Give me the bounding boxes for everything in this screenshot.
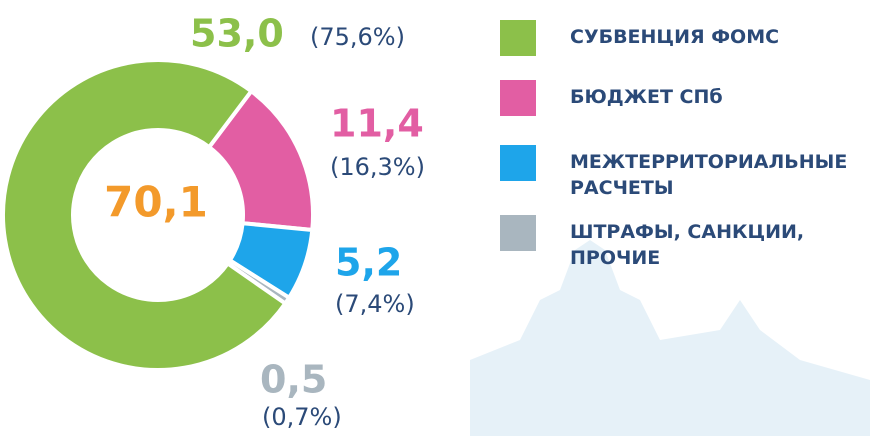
page: 70,1 53,0 (75,6%) 11,4 (16,3%) 5,2 (7,4%) 0,5(0… [0, 0, 870, 436]
share-label: (16,3%) [330, 153, 425, 181]
value-label: 11,4 [330, 102, 424, 146]
legend-swatch [500, 80, 536, 116]
legend-label: СУБВЕНЦИЯ ФОМС [570, 24, 870, 50]
value-label: 5,2 [335, 241, 402, 285]
legend-label: МЕЖТЕРРИТОРИАЛЬНЫЕ РАСЧЕТЫ [570, 149, 870, 201]
legend-label: ШТРАФЫ, САНКЦИИ, ПРОЧИЕ [570, 219, 870, 271]
share-label: (0,7%) [262, 403, 342, 431]
center-total: 70,1 [104, 178, 208, 227]
share-label: (75,6%) [310, 23, 405, 51]
legend-swatch [500, 20, 536, 56]
value-label: 53,0 [190, 12, 284, 56]
value-label: 0,5 [260, 358, 327, 402]
share-label: (7,4%) [335, 290, 415, 318]
chart: 70,1 53,0 (75,6%) 11,4 (16,3%) 5,2 (7,4%) 0,5(0… [0, 0, 870, 436]
legend-label: БЮДЖЕТ СПб [570, 84, 870, 110]
legend-swatch [500, 145, 536, 181]
legend-swatch [500, 215, 536, 251]
